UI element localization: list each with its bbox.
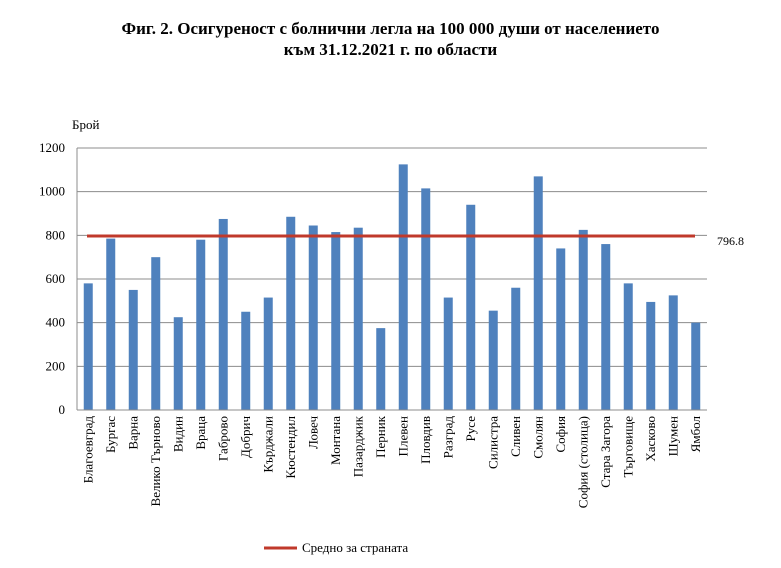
bar [623,283,633,410]
bar [106,238,116,410]
y-tick-label: 400 [46,315,66,330]
x-axis-category-labels: Благоевград Бургас Варна Велико Търново Види… [80,415,703,508]
bar [353,227,363,410]
bar [241,311,251,410]
bar [128,289,138,410]
x-category-label: Перник [373,415,388,458]
bar [196,239,206,410]
legend: Средно за страната [264,540,408,555]
chart-title-line-2: към 31.12.2021 г. по области [283,40,498,59]
x-category-label: Разград [440,416,455,459]
bar [646,301,656,410]
y-tick-label: 0 [59,402,66,417]
y-axis-ticks: 0 200 400 600 800 1000 1200 [39,140,65,417]
bars [83,164,701,410]
x-category-label: Бургас [103,416,118,453]
bar [511,287,521,410]
x-category-label: Видин [170,416,185,452]
bar [151,257,161,410]
bar [263,297,273,410]
y-tick-label: 1200 [39,140,65,155]
bar [398,164,408,410]
bar [466,204,476,410]
x-category-label: Ямбол [688,415,703,452]
y-tick-label: 200 [46,358,66,373]
bar [421,188,431,410]
x-category-label: Монтана [328,416,343,465]
bar [601,244,611,410]
x-category-label: Добрич [238,416,253,458]
y-tick-label: 1000 [39,184,65,199]
x-category-label: Варна [125,416,140,450]
chart-title-line-1: Фиг. 2. Осигуреност с болнични легла на … [121,19,660,38]
bar [691,322,701,410]
x-category-label: Пловдив [418,416,433,464]
bar [308,225,318,410]
bar [533,176,543,410]
x-category-label: Кърджали [260,416,275,473]
x-category-label: Габрово [215,416,230,461]
bar [331,232,341,410]
national-average-value-label: 796.8 [717,234,744,248]
bar [578,229,588,410]
x-category-label: Сливен [508,416,523,457]
bar [668,295,678,410]
y-tick-label: 600 [46,271,66,286]
x-category-label: Благоевград [80,416,95,484]
x-category-label: Силистра [485,416,500,469]
bar [83,283,93,410]
y-tick-label: 800 [46,227,66,242]
bar [443,297,453,410]
x-category-label: Велико Търново [148,416,163,506]
legend-label: Средно за страната [302,540,408,555]
bar [286,216,296,410]
x-category-label: София (столица) [575,416,590,508]
x-category-label: Шумен [665,416,680,456]
bar [376,328,386,410]
bar [173,317,183,410]
x-category-label: Враца [193,416,208,450]
x-category-label: Търговище [620,416,635,478]
bar [218,218,228,410]
x-category-label: Смолян [530,416,545,459]
x-category-label: Кюстендил [283,415,298,478]
bar [556,248,566,410]
x-category-label: Хасково [643,416,658,462]
bar [488,310,498,410]
x-category-label: Стара Загора [598,416,613,488]
x-category-label: Пазарджик [350,415,365,477]
x-category-label: Ловеч [305,416,320,450]
gridlines [77,147,707,367]
x-category-label: София [553,416,568,453]
x-category-label: Плевен [395,416,410,456]
x-category-label: Русе [463,416,478,442]
chart-title: Фиг. 2. Осигуреност с болнични легла на … [0,18,781,60]
y-axis-label: Брой [72,117,99,132]
